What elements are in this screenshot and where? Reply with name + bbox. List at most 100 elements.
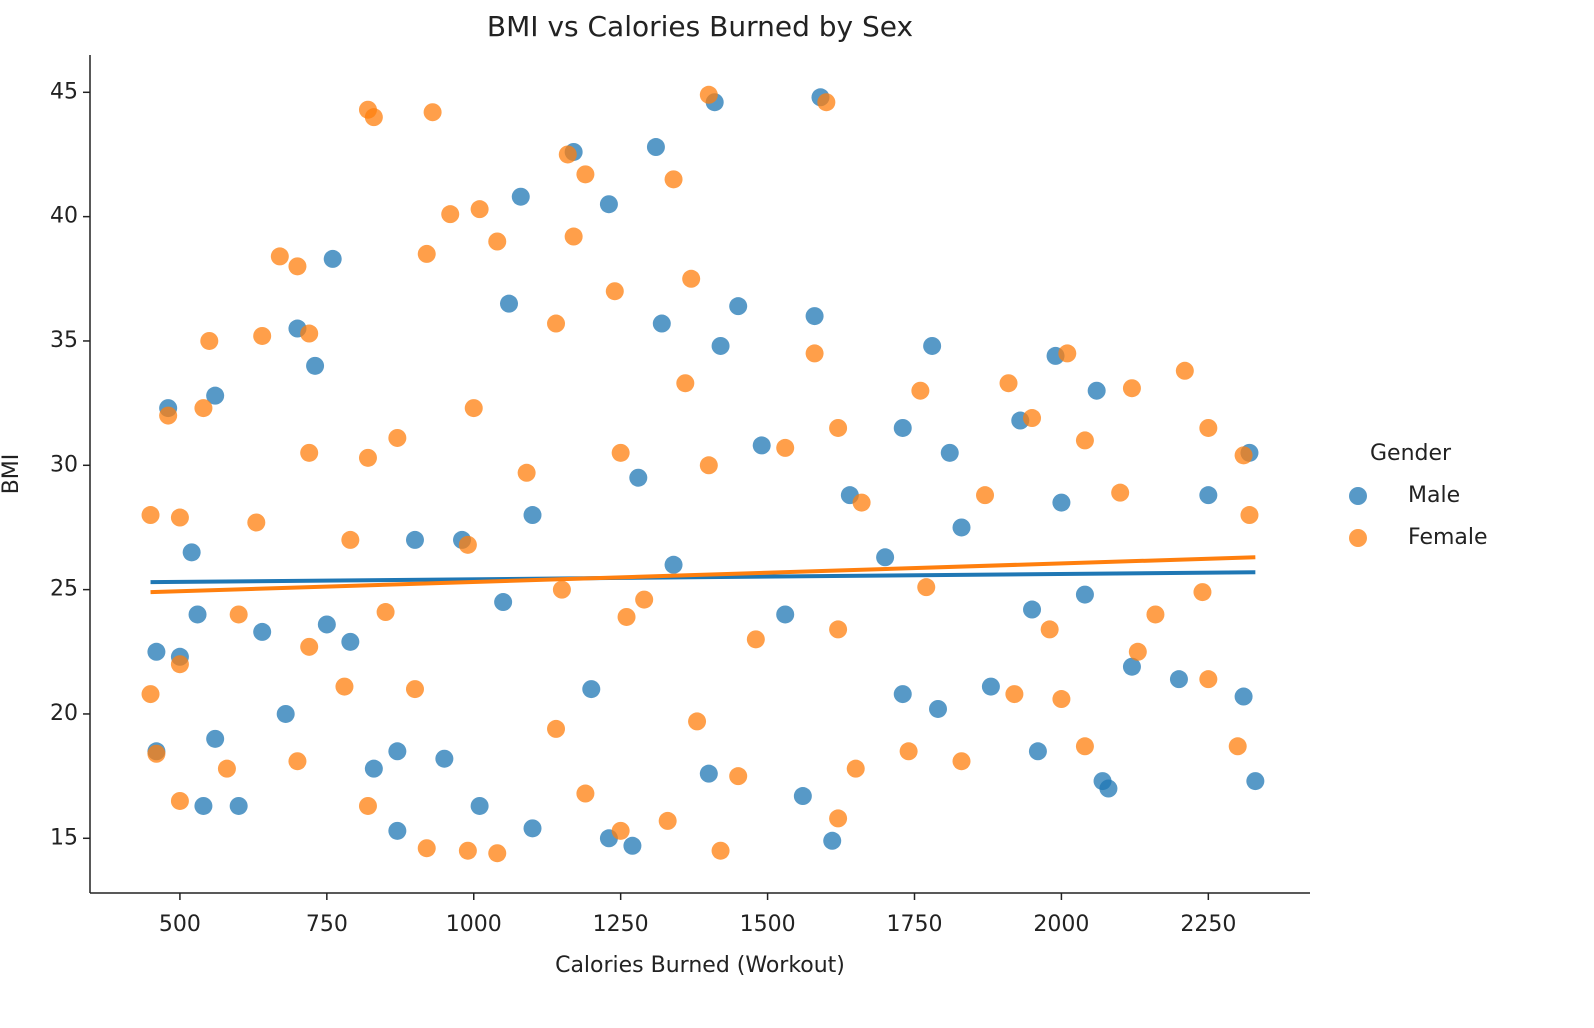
y-tick-label: 40 [50, 204, 78, 229]
point [1058, 344, 1077, 363]
point [793, 787, 812, 806]
point [682, 269, 701, 288]
point [646, 138, 665, 157]
point [829, 620, 848, 639]
point [582, 680, 601, 699]
y-axis-label: BMI [0, 454, 24, 495]
point [617, 607, 636, 626]
point [876, 548, 895, 567]
point [376, 603, 395, 622]
point [1240, 506, 1259, 525]
point [417, 244, 436, 263]
point [823, 831, 842, 850]
point [147, 744, 166, 763]
point [270, 247, 289, 266]
point [605, 282, 624, 301]
point [981, 677, 1000, 696]
x-tick-label: 2000 [1033, 912, 1089, 937]
point [1052, 493, 1071, 512]
point [388, 821, 407, 840]
point [288, 752, 307, 771]
point [141, 506, 160, 525]
point [664, 170, 683, 189]
point [229, 796, 248, 815]
point [147, 642, 166, 661]
point [341, 632, 360, 651]
point [306, 356, 325, 375]
point [523, 506, 542, 525]
point [711, 841, 730, 860]
point [829, 809, 848, 828]
point [1075, 737, 1094, 756]
point [699, 85, 718, 104]
point [1087, 381, 1106, 400]
point [1146, 605, 1165, 624]
point [623, 836, 642, 855]
point [200, 331, 219, 350]
x-tick-label: 1750 [886, 912, 942, 937]
point [511, 187, 530, 206]
point [776, 438, 795, 457]
x-tick-label: 500 [159, 912, 201, 937]
point [776, 605, 795, 624]
x-tick-label: 1000 [446, 912, 502, 937]
point [388, 428, 407, 447]
point [1128, 642, 1147, 661]
point [1193, 583, 1212, 602]
point [405, 680, 424, 699]
point [576, 165, 595, 184]
legend-title: Gender [1370, 441, 1452, 466]
point [229, 605, 248, 624]
point [547, 719, 566, 738]
point [253, 622, 272, 641]
point [664, 555, 683, 574]
point [1075, 431, 1094, 450]
point [217, 759, 236, 778]
point [1122, 379, 1141, 398]
point [300, 443, 319, 462]
point [976, 486, 995, 505]
point [564, 227, 583, 246]
point [1099, 779, 1118, 798]
point [182, 543, 201, 562]
point [893, 418, 912, 437]
point [917, 578, 936, 597]
point [423, 103, 442, 122]
point [817, 93, 836, 112]
point [517, 463, 536, 482]
point [805, 307, 824, 326]
point [170, 508, 189, 527]
point [1122, 657, 1141, 676]
point [752, 436, 771, 455]
point [852, 493, 871, 512]
trend-line [150, 555, 1256, 595]
point [929, 699, 948, 718]
point [1052, 690, 1071, 709]
y-tick-label: 25 [50, 577, 78, 602]
point [1023, 409, 1042, 428]
point [417, 839, 436, 858]
point [188, 605, 207, 624]
point [276, 704, 295, 723]
x-tick-label: 750 [306, 912, 348, 937]
point [699, 456, 718, 475]
point [300, 637, 319, 656]
point [1228, 737, 1247, 756]
point [805, 344, 824, 363]
point [1199, 670, 1218, 689]
point [405, 530, 424, 549]
point [488, 232, 507, 251]
point [629, 468, 648, 487]
point [1111, 483, 1130, 502]
point [1234, 446, 1253, 465]
point [458, 841, 477, 860]
x-tick-label: 1500 [740, 912, 796, 937]
point [1023, 600, 1042, 619]
point [159, 406, 178, 425]
x-tick-label: 2250 [1180, 912, 1236, 937]
point [711, 336, 730, 355]
point [317, 615, 336, 634]
point [611, 443, 630, 462]
